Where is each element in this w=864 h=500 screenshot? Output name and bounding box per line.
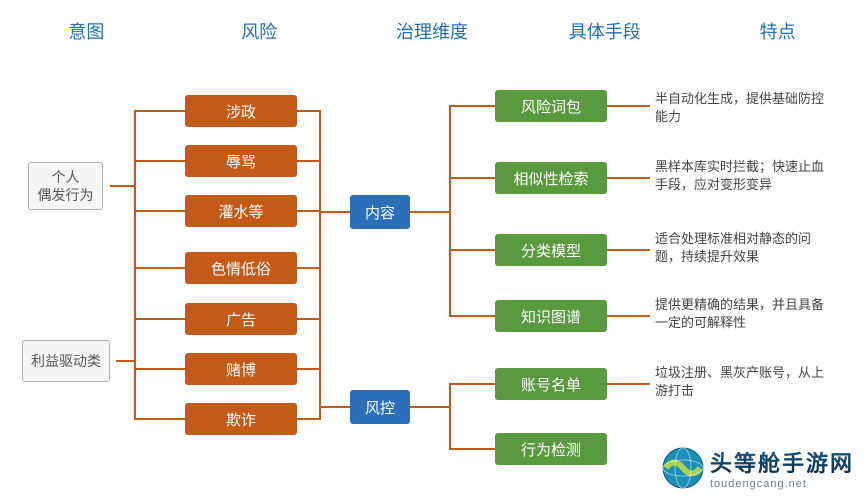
method-box-3: 知识图谱 [495,300,607,332]
feature-text-4: 垃圾注册、黑灰产账号，从上游打击 [655,364,825,400]
intent-box-1: 利益驱动类 [22,340,110,382]
watermark: 头等舱手游网 toudengcang.net [662,446,854,490]
risk-box-5: 赌博 [185,353,297,385]
watermark-title: 头等舱手游网 [710,446,854,478]
risk-box-0: 涉政 [185,95,297,127]
risk-box-1: 辱骂 [185,145,297,177]
watermark-url: toudengcang.net [710,478,807,490]
header-dimension: 治理维度 [346,18,519,44]
header-risk: 风险 [173,18,346,44]
header-intent: 意图 [0,18,173,44]
feature-text-3: 提供更精确的结果，并且具备一定的可解释性 [655,296,825,332]
intent-box-0: 个人 偶发行为 [28,162,103,210]
method-box-0: 风险词包 [495,90,607,122]
dimension-box-0: 内容 [350,195,410,229]
risk-box-2: 灌水等 [185,195,297,227]
risk-box-4: 广告 [185,303,297,335]
method-box-2: 分类模型 [495,234,607,266]
dimension-box-1: 风控 [350,390,410,424]
method-box-4: 账号名单 [495,368,607,400]
globe-icon [662,447,704,489]
risk-box-6: 欺诈 [185,403,297,435]
feature-text-2: 适合处理标准相对静态的问题，持续提升效果 [655,230,825,266]
risk-box-3: 色情低俗 [185,252,297,284]
header-method: 具体手段 [518,18,691,44]
feature-text-0: 半自动化生成，提供基础防控能力 [655,90,825,126]
feature-text-1: 黑样本库实时拦截；快速止血手段，应对变形变异 [655,158,825,194]
method-box-5: 行为检测 [495,433,607,465]
header-feature: 特点 [691,18,864,44]
method-box-1: 相似性检索 [495,162,607,194]
column-headers: 意图 风险 治理维度 具体手段 特点 [0,18,864,44]
